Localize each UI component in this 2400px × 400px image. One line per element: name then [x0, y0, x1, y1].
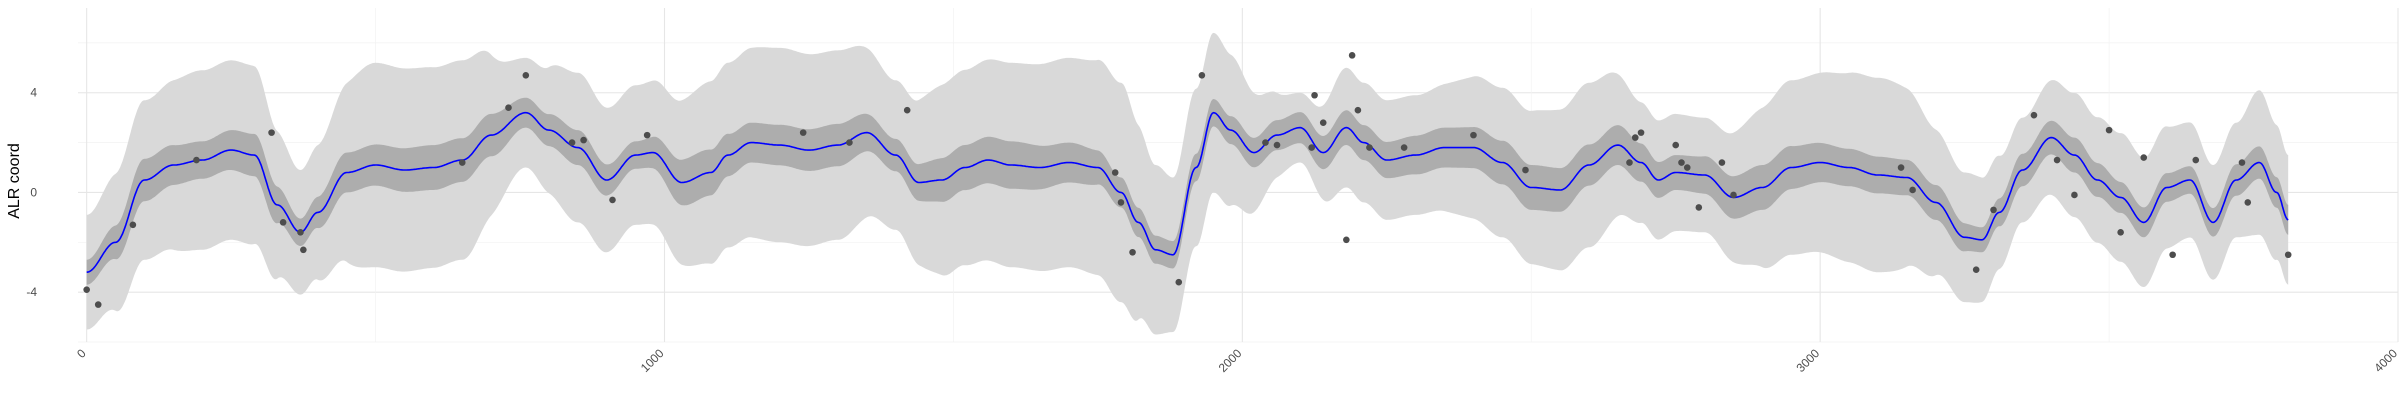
data-point [129, 221, 137, 229]
data-point [2192, 156, 2200, 164]
mean-line-layer [86, 111, 2289, 273]
data-point [1348, 52, 1356, 59]
data-point [2244, 199, 2252, 206]
data-point [83, 286, 90, 293]
data-point [1990, 206, 1997, 214]
data-point [2071, 191, 2078, 199]
data-point [846, 139, 853, 146]
data-point [1522, 166, 1529, 174]
data-point [268, 129, 275, 136]
data-point [297, 229, 304, 236]
data-point [1311, 91, 1318, 99]
mean-line [86, 111, 2289, 273]
data-point [1129, 248, 1136, 256]
data-point [1897, 164, 1905, 171]
data-point [2284, 251, 2292, 259]
data-point [2238, 159, 2246, 166]
data-point [1343, 236, 1350, 244]
y-tick-label: -4 [26, 285, 37, 299]
data-point [1637, 129, 1645, 136]
data-point [1308, 144, 1315, 151]
data-point [1319, 119, 1327, 126]
data-point [2105, 126, 2113, 134]
data-point [1198, 71, 1206, 79]
data-point [1678, 159, 1685, 166]
y-tick-label: 0 [30, 185, 37, 199]
data-point [568, 139, 576, 146]
y-axis-title: ALR coord [6, 143, 23, 219]
data-point [1683, 164, 1691, 171]
data-point [1400, 144, 1408, 151]
data-point [1718, 159, 1726, 166]
data-point [458, 159, 466, 166]
data-point [1972, 266, 1980, 274]
data-point [2030, 111, 2038, 119]
data-point [193, 156, 200, 164]
data-point [1273, 141, 1281, 149]
data-point [300, 246, 307, 254]
data-point [643, 131, 651, 139]
data-point [1354, 106, 1362, 114]
data-point [2140, 154, 2148, 161]
data-point [609, 196, 616, 204]
data-point [2053, 156, 2061, 164]
data-point [1262, 139, 1269, 146]
data-point [1672, 141, 1680, 149]
data-point [1117, 199, 1125, 206]
y-tick-label: 4 [30, 86, 37, 100]
data-point [2169, 251, 2176, 259]
data-point [1366, 144, 1373, 151]
data-point [580, 136, 587, 144]
data-point [522, 71, 530, 79]
data-point [1626, 159, 1633, 166]
data-point [799, 129, 807, 136]
data-point [1631, 134, 1639, 141]
data-point [2117, 229, 2124, 236]
data-point [903, 106, 911, 114]
data-point [1695, 204, 1703, 211]
observation-points [83, 52, 2292, 308]
data-point [1175, 278, 1183, 286]
data-point [505, 104, 512, 112]
data-point [1909, 186, 1916, 194]
data-point [279, 219, 287, 226]
data-point [1470, 131, 1477, 139]
data-point [94, 301, 102, 308]
data-point [1730, 191, 1737, 199]
data-point [1111, 169, 1119, 176]
